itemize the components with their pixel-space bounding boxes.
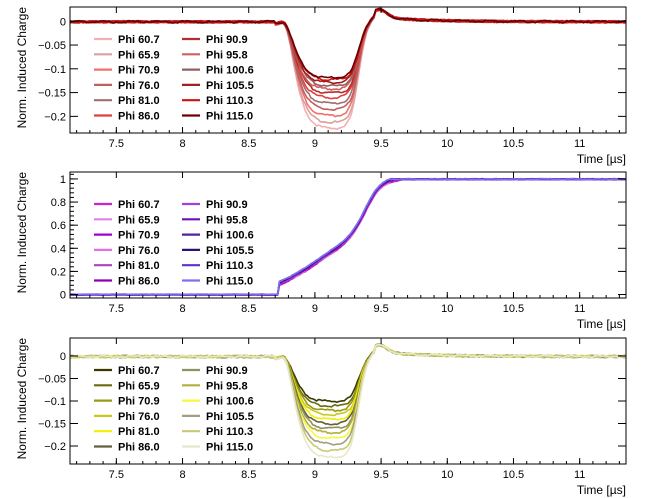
x-tick-label: 11 (574, 303, 585, 315)
y-axis-title: Norm. Induced Charge (15, 172, 29, 294)
y-axis-title: Norm. Induced Charge (15, 338, 29, 460)
legend-label: Phi 86.0 (118, 442, 160, 454)
legend-label: Phi 110.3 (206, 260, 253, 272)
y-tick-label: −0.2 (44, 111, 66, 123)
x-tick-label: 8 (179, 138, 185, 150)
legend-label: Phi 115.0 (206, 442, 253, 454)
x-tick-label: 11 (574, 138, 585, 150)
legend-label: Phi 70.9 (118, 65, 160, 77)
legend: Phi 60.7 Phi 65.9 Phi 70.9 Phi 76.0 Phi 81.0… (94, 199, 254, 288)
legend-label: Phi 86.0 (118, 111, 160, 123)
legend-label: Phi 95.8 (206, 380, 248, 392)
x-tick-label: 7.5 (109, 303, 124, 315)
legend-label: Phi 81.0 (118, 260, 160, 272)
legend-label: Phi 115.0 (206, 276, 253, 288)
x-tick-label: 8.5 (241, 469, 256, 481)
x-tick-label: 8.5 (241, 303, 256, 315)
series-line-phi-115-0 (70, 343, 626, 459)
y-tick-label: −0.15 (38, 419, 66, 431)
plot-area (70, 343, 626, 459)
legend-label: Phi 65.9 (118, 214, 160, 226)
legend-label: Phi 105.5 (206, 80, 254, 92)
x-tick-label: 7.5 (109, 469, 124, 481)
y-tick-label: 0.4 (51, 243, 66, 255)
x-tick-label: 9 (312, 138, 318, 150)
x-tick-label: 9 (312, 469, 318, 481)
legend-label: Phi 65.9 (118, 380, 160, 392)
legend-label: Phi 105.5 (206, 245, 254, 257)
legend-label: Phi 76.0 (118, 80, 160, 92)
x-tick-label: 10 (441, 469, 453, 481)
legend-label: Phi 100.6 (206, 230, 254, 242)
x-tick-label: 10 (441, 138, 453, 150)
legend: Phi 60.7 Phi 65.9 Phi 70.9 Phi 76.0 Phi 81.0… (94, 34, 254, 123)
y-tick-label: 1 (60, 174, 66, 186)
plot-area (70, 177, 626, 297)
legend-label: Phi 100.6 (206, 396, 254, 408)
y-tick-label: −0.05 (38, 40, 66, 52)
y-tick-label: −0.2 (44, 441, 66, 453)
legend-label: Phi 95.8 (206, 49, 248, 61)
legend-label: Phi 100.6 (206, 65, 254, 77)
x-tick-label: 8.5 (241, 138, 256, 150)
legend-label: Phi 110.3 (206, 95, 253, 107)
legend-label: Phi 65.9 (118, 49, 160, 61)
y-tick-label: −0.1 (44, 396, 66, 408)
legend-label: Phi 95.8 (206, 214, 248, 226)
x-tick-label: 9 (312, 303, 318, 315)
y-tick-label: 0.6 (51, 220, 66, 232)
legend-label: Phi 60.7 (118, 199, 160, 211)
plot-frame (69, 171, 627, 299)
y-tick-label: −0.1 (44, 64, 66, 76)
x-tick-label: 7.5 (109, 138, 124, 150)
legend-label: Phi 60.7 (118, 365, 160, 377)
x-tick-label: 10 (441, 303, 453, 315)
series-line-phi-115-0 (70, 7, 626, 79)
x-tick-label: 10.5 (503, 138, 524, 150)
x-tick-label: 8 (179, 303, 185, 315)
legend: Phi 60.7 Phi 65.9 Phi 70.9 Phi 76.0 Phi 81.0… (94, 365, 254, 454)
legend-label: Phi 60.7 (118, 34, 160, 46)
legend-label: Phi 76.0 (118, 245, 160, 257)
y-tick-label: 0.8 (51, 197, 66, 209)
legend-label: Phi 115.0 (206, 111, 253, 123)
x-axis-title: Time [µs] (577, 483, 626, 497)
legend-label: Phi 90.9 (206, 34, 248, 46)
x-tick-label: 9.5 (373, 138, 388, 150)
x-tick-label: 8 (179, 469, 185, 481)
x-axis-title: Time [µs] (577, 317, 626, 331)
legend-label: Phi 110.3 (206, 426, 253, 438)
y-tick-label: −0.05 (38, 374, 66, 386)
plot-area (70, 7, 626, 131)
y-axis-title: Norm. Induced Charge (15, 7, 29, 129)
series-line-phi-115-0 (70, 177, 626, 297)
legend-label: Phi 76.0 (118, 411, 160, 423)
legend-label: Phi 81.0 (118, 426, 160, 438)
y-tick-label: 0 (60, 16, 66, 28)
y-tick-label: 0 (60, 290, 66, 302)
chart-panel-2: 7.5 8 8.5 9 9.5 10 10.5 11 0 0.2 0.4 0.6 0.8 1 Time [µ… (15, 171, 627, 331)
x-tick-label: 11 (574, 469, 585, 481)
legend-label: Phi 86.0 (118, 276, 160, 288)
chart-panel-3: 7.5 8 8.5 9 9.5 10 10.5 11 0 −0.05 −0.1 −0.15 −0.2 Ti… (15, 337, 627, 497)
y-tick-label: 0 (60, 351, 66, 363)
legend-label: Phi 81.0 (118, 95, 160, 107)
legend-label: Phi 105.5 (206, 411, 254, 423)
x-tick-label: 10.5 (503, 303, 524, 315)
legend-label: Phi 90.9 (206, 365, 248, 377)
legend-label: Phi 70.9 (118, 230, 160, 242)
x-tick-label: 9.5 (373, 469, 388, 481)
legend-label: Phi 90.9 (206, 199, 248, 211)
x-tick-label: 10.5 (503, 469, 524, 481)
chart-panel-1: 7.5 8 8.5 9 9.5 10 10.5 11 0 −0.05 −0.1 −0.15 −0.2 Ti… (15, 6, 627, 166)
x-tick-label: 9.5 (373, 303, 388, 315)
y-tick-label: −0.15 (38, 88, 66, 100)
legend-label: Phi 70.9 (118, 396, 160, 408)
plot-frame (69, 6, 627, 134)
x-axis-title: Time [µs] (577, 152, 626, 166)
y-tick-label: 0.2 (51, 266, 66, 278)
